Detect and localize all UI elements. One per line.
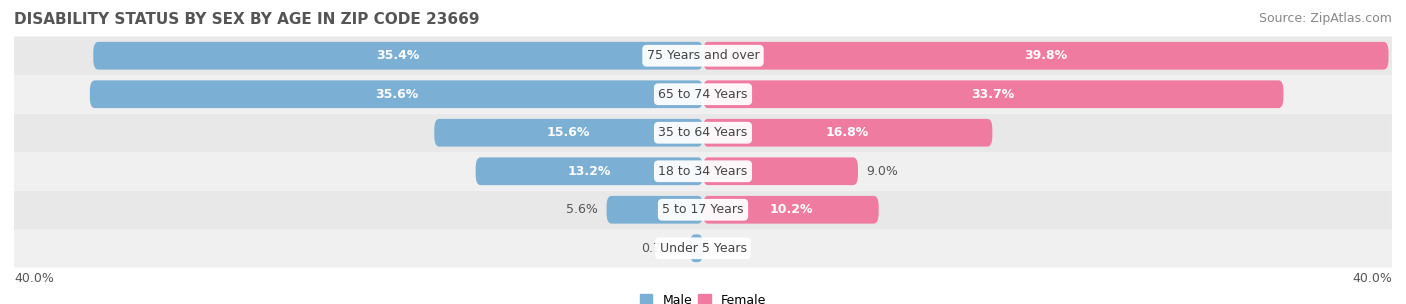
Text: 5 to 17 Years: 5 to 17 Years [662,203,744,216]
Text: 16.8%: 16.8% [827,126,869,139]
Text: DISABILITY STATUS BY SEX BY AGE IN ZIP CODE 23669: DISABILITY STATUS BY SEX BY AGE IN ZIP C… [14,12,479,27]
FancyBboxPatch shape [14,75,1392,113]
Text: 9.0%: 9.0% [866,165,898,178]
Text: 35 to 64 Years: 35 to 64 Years [658,126,748,139]
Text: 40.0%: 40.0% [1353,272,1392,285]
Text: 0.76%: 0.76% [641,242,682,255]
Text: 18 to 34 Years: 18 to 34 Years [658,165,748,178]
Text: 5.6%: 5.6% [567,203,598,216]
FancyBboxPatch shape [703,80,1284,108]
Text: 13.2%: 13.2% [568,165,612,178]
Text: Under 5 Years: Under 5 Years [659,242,747,255]
FancyBboxPatch shape [90,80,703,108]
Text: 40.0%: 40.0% [14,272,53,285]
FancyBboxPatch shape [606,196,703,224]
FancyBboxPatch shape [703,157,858,185]
FancyBboxPatch shape [14,229,1392,268]
Legend: Male, Female: Male, Female [636,289,770,304]
Text: 75 Years and over: 75 Years and over [647,49,759,62]
FancyBboxPatch shape [14,152,1392,191]
Text: 35.6%: 35.6% [375,88,418,101]
Text: 15.6%: 15.6% [547,126,591,139]
FancyBboxPatch shape [14,113,1392,152]
FancyBboxPatch shape [93,42,703,70]
FancyBboxPatch shape [475,157,703,185]
FancyBboxPatch shape [14,36,1392,75]
FancyBboxPatch shape [703,196,879,224]
FancyBboxPatch shape [690,234,703,262]
FancyBboxPatch shape [703,119,993,147]
Text: Source: ZipAtlas.com: Source: ZipAtlas.com [1258,12,1392,25]
FancyBboxPatch shape [703,42,1389,70]
Text: 33.7%: 33.7% [972,88,1015,101]
Text: 39.8%: 39.8% [1024,49,1067,62]
Text: 10.2%: 10.2% [769,203,813,216]
Text: 35.4%: 35.4% [377,49,420,62]
FancyBboxPatch shape [14,191,1392,229]
Text: 65 to 74 Years: 65 to 74 Years [658,88,748,101]
FancyBboxPatch shape [434,119,703,147]
Text: 0.0%: 0.0% [711,242,744,255]
